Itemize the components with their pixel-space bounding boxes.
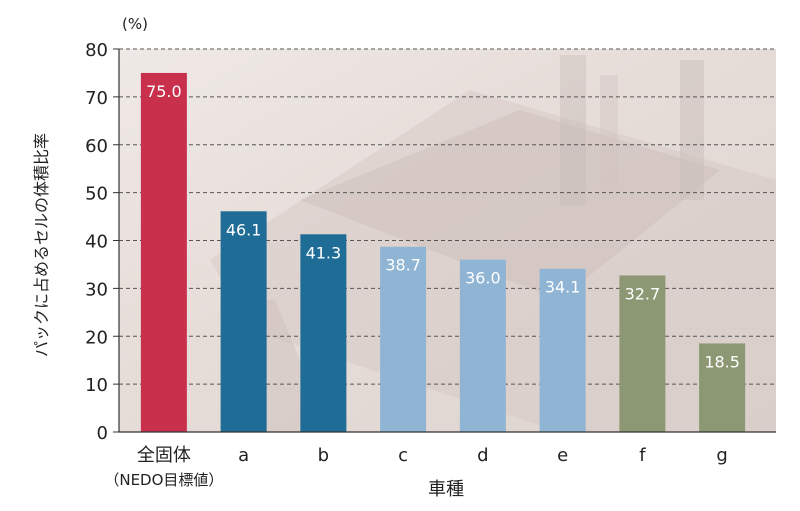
bar-value-label: 38.7 [385,256,421,275]
y-tick-label: 70 [85,88,108,109]
y-tick-label: 20 [85,327,108,348]
bar [699,343,746,432]
x-tick-label: c [398,445,408,466]
x-tick-label: 全固体 [137,445,191,466]
bar-value-label: 41.3 [306,243,342,262]
bar-value-label: 46.1 [226,220,262,239]
gridlines [119,48,776,385]
bar [140,72,187,432]
bar [300,234,347,432]
bar-value-label: 34.1 [545,278,581,297]
bar [220,211,267,432]
bars: 75.0 46.1 41.3 38.7 36.0 34.1 32.7 18.5 [140,72,746,432]
bar-value-label: 36.0 [465,269,501,288]
x-tick-sublabel: （NEDO目標値） [104,471,223,489]
x-axis-title: 車種 [428,479,464,500]
bar [539,268,586,432]
y-axis-title: パックに占めるセルの体積比率 [32,133,51,357]
x-tick-label: g [716,445,727,466]
x-tick-label: a [238,445,249,466]
x-tick-label: e [557,445,568,466]
bar [380,246,427,432]
y-tick-label: 10 [85,375,108,396]
bar-value-label: 32.7 [625,284,661,303]
bar [459,259,506,432]
y-tick-label: 40 [85,232,108,253]
y-axis: 0 10 20 30 40 50 60 70 80 [85,40,120,444]
y-tick-label: 0 [97,423,108,444]
y-tick-label: 30 [85,279,108,300]
x-axis: 全固体 （NEDO目標値） a b c d e f g [104,431,776,489]
y-tick-label: 80 [85,40,108,61]
x-tick-label: d [477,445,488,466]
bar-value-label: 75.0 [146,82,182,101]
y-tick-label: 60 [85,136,108,157]
y-unit-label: (%) [122,15,148,33]
bar-value-label: 18.5 [704,352,740,371]
bar [619,275,666,432]
y-tick-label: 50 [85,184,108,205]
x-tick-label: f [639,445,646,466]
x-tick-label: b [318,445,329,466]
